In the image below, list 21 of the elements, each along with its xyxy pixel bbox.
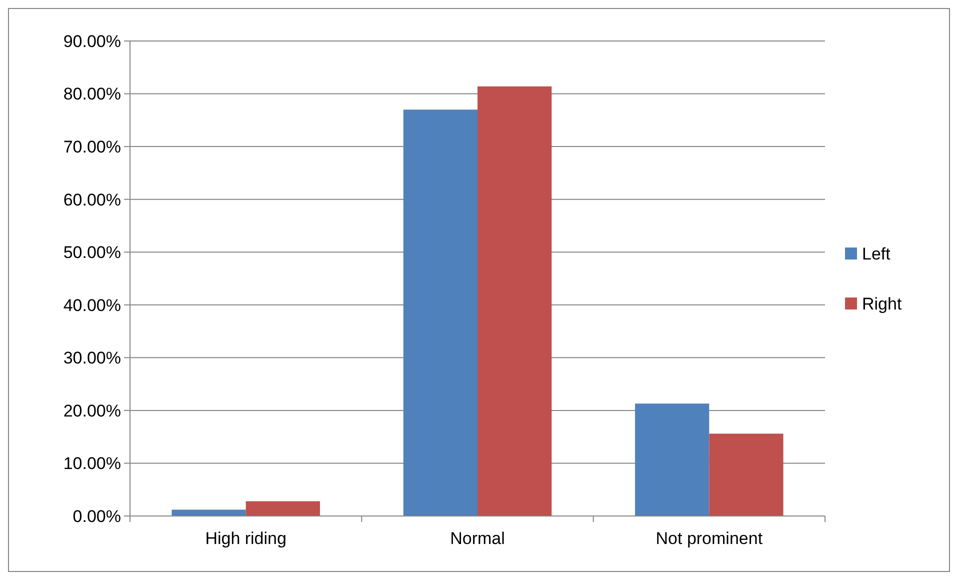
x-tick-label: Normal	[450, 529, 505, 548]
y-tick-label: 40.00%	[63, 296, 121, 315]
y-tick-label: 90.00%	[63, 32, 121, 51]
bar	[403, 110, 478, 516]
bar	[635, 404, 710, 516]
x-tick-label: Not prominent	[656, 529, 763, 548]
y-tick-label: 80.00%	[63, 84, 121, 104]
bar	[246, 501, 320, 516]
y-tick-label: 20.00%	[63, 401, 121, 420]
bar	[478, 86, 552, 516]
x-tick-label: High riding	[205, 529, 286, 548]
y-tick-label: 60.00%	[63, 190, 121, 210]
bar	[172, 510, 246, 516]
legend-label: Left	[862, 244, 891, 264]
y-tick-label: 50.00%	[63, 243, 121, 262]
legend-label: Right	[862, 294, 902, 314]
bar	[709, 434, 784, 516]
y-tick-label: 70.00%	[63, 138, 121, 157]
y-tick-label: 10.00%	[63, 454, 121, 474]
y-tick-label: 0.00%	[72, 506, 121, 526]
y-tick-label: 30.00%	[63, 348, 121, 368]
